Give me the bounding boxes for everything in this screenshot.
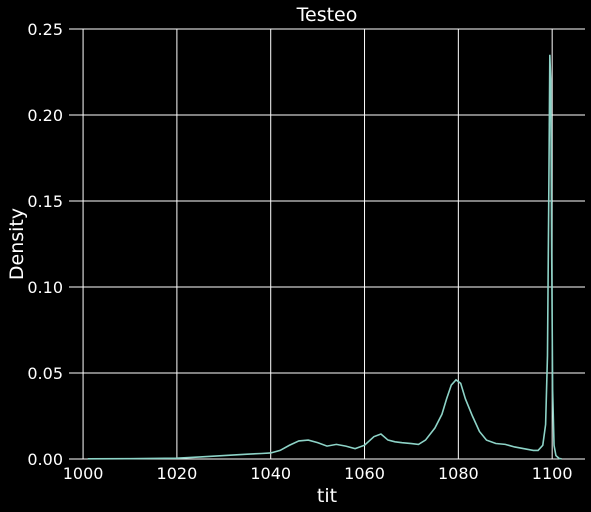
y-tick-label: 0.20 [27,106,63,125]
y-tick-label: 0.25 [27,20,63,39]
x-axis-label: tit [317,485,337,507]
y-tick-label: 0.05 [27,364,63,383]
y-tick-label: 0.15 [27,192,63,211]
x-tick-label: 1100 [532,464,573,483]
y-tick-label: 0.00 [27,450,63,469]
density-curve [87,54,562,460]
x-tick-label: 1040 [250,464,291,483]
chart-title: Testeo [296,4,358,26]
y-tick-label: 0.10 [27,278,63,297]
x-tick-labels: 1000 1020 1040 1060 1080 1100 [63,464,573,483]
plot-area [69,29,585,459]
x-tick-label: 1000 [63,464,104,483]
x-tick-label: 1020 [157,464,198,483]
x-tick-label: 1060 [344,464,385,483]
y-axis-label: Density [6,208,28,280]
y-tick-labels: 0.00 0.05 0.10 0.15 0.20 0.25 [27,20,63,469]
x-tick-label: 1080 [438,464,479,483]
